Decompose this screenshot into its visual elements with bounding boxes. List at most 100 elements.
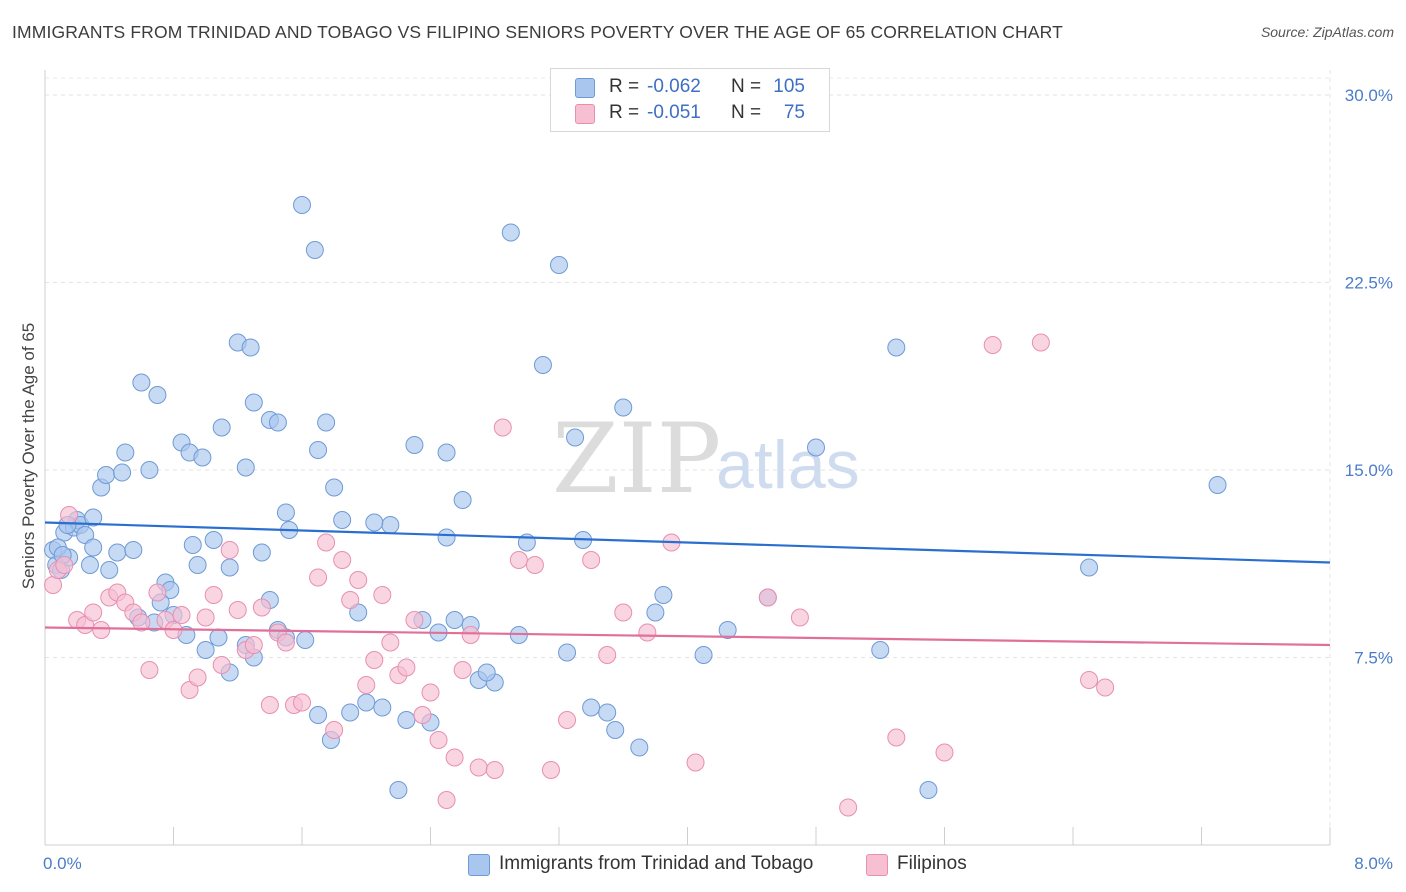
legend-n-label: N = — [731, 76, 762, 97]
trinidad-point — [389, 781, 408, 799]
filipino-point — [140, 661, 159, 679]
filipino-point — [541, 761, 560, 779]
trinidad-point — [807, 438, 825, 457]
filipino-point — [212, 656, 231, 674]
trinidad-point — [357, 693, 376, 712]
trinidad-point — [646, 603, 665, 622]
trinidad-point — [630, 738, 649, 757]
trinidad-point — [309, 706, 328, 724]
trinidad-point — [333, 511, 352, 529]
trinidad-point — [582, 698, 601, 717]
filipino-point — [614, 603, 633, 622]
trinidad-point — [244, 393, 263, 412]
filipino-point — [92, 621, 111, 639]
trinidad-point — [598, 703, 617, 722]
filipino-point — [365, 651, 384, 669]
trinidad-point — [453, 491, 472, 509]
filipino-point — [244, 636, 263, 654]
trinidad-point — [381, 516, 400, 534]
trinidad-point — [84, 538, 103, 557]
filipino-point — [357, 676, 376, 694]
trinidad-point — [718, 621, 737, 639]
filipino-point — [935, 743, 954, 762]
filipino-point — [325, 721, 344, 739]
trinidad-point — [309, 441, 328, 459]
filipino-point — [381, 633, 400, 652]
trinidad-point — [1080, 558, 1099, 577]
trinidad-point — [477, 663, 496, 682]
legend-n-value: 105 — [773, 76, 805, 97]
filipino-point — [445, 748, 464, 767]
filipino-point — [429, 731, 448, 749]
trinidad-point — [209, 628, 228, 647]
trinidad-point — [550, 256, 568, 274]
filipino-point — [509, 551, 528, 569]
series-swatch-pink — [866, 854, 888, 876]
legend-r-value: -0.051 — [647, 102, 701, 123]
trinidad-point — [437, 443, 456, 462]
filipino-point — [55, 556, 74, 574]
trinidad-point — [533, 356, 552, 374]
series-legend-label: Immigrants from Trinidad and Tobago — [499, 853, 814, 874]
series-legend-label: Filipinos — [897, 853, 967, 874]
trinidad-point — [405, 436, 424, 454]
filipino-point — [148, 583, 167, 602]
trinidad-point — [305, 241, 324, 259]
y-tick-label: 22.5% — [1345, 274, 1393, 293]
watermark-atlas: atlas — [716, 427, 860, 503]
trinidad-point — [183, 536, 202, 554]
filipino-point — [204, 586, 223, 604]
trinidad-point — [108, 543, 127, 562]
filipino-point — [196, 608, 215, 627]
y-axis-label: Seniors Poverty Over the Age of 65 — [19, 323, 38, 589]
filipino-point — [437, 791, 456, 809]
filipino-point — [252, 598, 271, 617]
trinidad-point — [919, 781, 938, 799]
filipino-point — [172, 606, 191, 624]
trend-layer — [44, 521, 1331, 647]
y-tick-label: 15.0% — [1345, 461, 1393, 480]
trinidad-point — [241, 338, 260, 357]
filipino-point — [341, 591, 360, 609]
trinidad-point — [204, 531, 223, 549]
trinidad-point — [325, 478, 344, 497]
filipino-point — [525, 556, 544, 574]
x-tick-label: 8.0% — [1354, 854, 1393, 873]
filipino-point — [228, 601, 247, 619]
legend-r-value: -0.062 — [647, 76, 701, 97]
filipino-point — [453, 661, 472, 679]
legend-n-value: 75 — [783, 102, 805, 123]
filipino-point — [790, 608, 809, 627]
trinidad-trend-line — [44, 521, 1331, 564]
trinidad-point — [252, 543, 271, 562]
y-tick-label: 7.5% — [1354, 649, 1393, 668]
legend: R = -0.062 N = 105 R = -0.051 N = 75 — [550, 68, 830, 132]
legend-n-label: N = — [731, 102, 762, 123]
filipino-trend-line — [44, 626, 1331, 647]
trinidad-point — [140, 461, 159, 479]
chart-source: Source: ZipAtlas.com — [1260, 24, 1394, 40]
trinidad-point — [558, 643, 577, 662]
points-layer — [44, 196, 1227, 817]
trinidad-point — [148, 386, 167, 404]
filipino-point — [260, 696, 279, 714]
filipino-point — [84, 603, 103, 622]
legend-swatch-pink — [575, 104, 595, 124]
filipino-point — [220, 541, 239, 559]
legend-r-label: R = — [609, 76, 640, 97]
x-tick-label: 0.0% — [43, 854, 82, 873]
filipino-point — [373, 586, 392, 604]
filipino-point — [132, 613, 151, 632]
series-legend: Immigrants from Trinidad and Tobago Fili… — [0, 852, 1406, 878]
trinidad-point — [501, 223, 520, 242]
trinidad-point — [694, 646, 713, 664]
trinidad-point — [871, 641, 890, 659]
axis-layer: 7.5% 15.0% 22.5% 30.0% 0.0% 8.0% — [43, 70, 1393, 873]
filipino-point — [1080, 671, 1099, 689]
filipino-point — [461, 626, 480, 644]
legend-swatch-blue — [575, 78, 595, 98]
trinidad-point — [365, 513, 384, 532]
trinidad-point — [132, 373, 151, 392]
trinidad-point — [341, 703, 360, 722]
